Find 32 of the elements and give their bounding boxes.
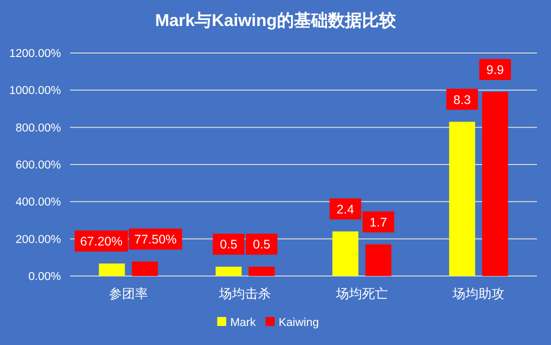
x-tick-label: 场均助攻: [452, 286, 505, 301]
title: Mark与Kaiwing的基础数据比较: [155, 11, 396, 30]
data-label: 67.20%: [80, 234, 122, 249]
data-label: 0.5: [252, 238, 270, 252]
data-label: 8.3: [446, 88, 478, 110]
x-tick-label: 场均击杀: [218, 286, 272, 301]
data-label: 9.9: [479, 59, 511, 80]
data-label: 0.5: [220, 238, 238, 252]
data-label: 1.7: [362, 211, 394, 232]
y-tick-label: 800.00%: [16, 122, 61, 134]
data-label: 9.9: [486, 63, 504, 78]
data-label: 77.50%: [128, 228, 182, 250]
y-tick-label: 200.00%: [16, 234, 61, 246]
data-label: 0.5: [212, 234, 244, 255]
legend-item: Mark: [217, 317, 256, 329]
y-tick-label: 1000.00%: [9, 85, 61, 98]
x-tick-label: 场均死亡: [334, 286, 388, 301]
data-label: 77.50%: [134, 232, 177, 247]
y-tick-label: 1200.00%: [9, 48, 61, 60]
data-label: 2.4: [330, 198, 362, 220]
data-label: 8.3: [453, 92, 471, 107]
legend-label: Kaiwing: [278, 317, 319, 329]
y-tick-label: 0.00%: [28, 271, 61, 283]
y-tick-label: 400.00%: [16, 196, 61, 209]
legend-item: Kaiwing: [266, 317, 319, 329]
y-tick-label: 600.00%: [16, 160, 61, 172]
data-label: 0.5: [246, 234, 278, 255]
data-label: 2.4: [336, 202, 354, 216]
data-label: 1.7: [370, 215, 388, 230]
legend-label: Mark: [230, 317, 256, 329]
x-tick-label: 参团率: [108, 286, 148, 301]
data-label: 67.20%: [74, 230, 128, 252]
